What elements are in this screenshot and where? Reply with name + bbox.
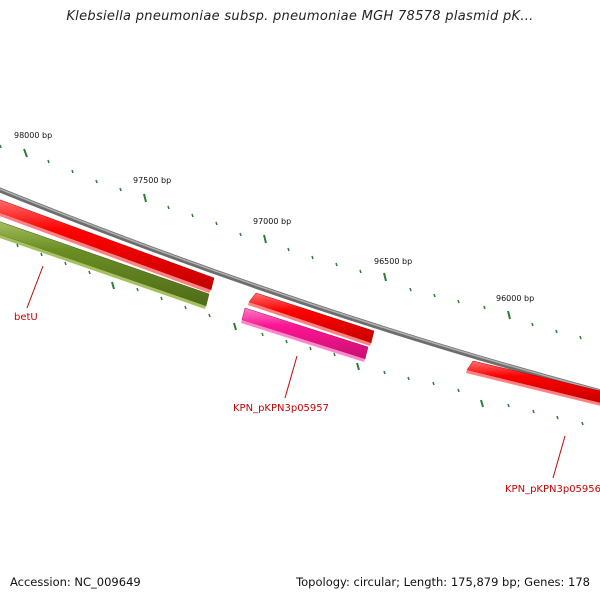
ruler-label-96500: 96500 bp <box>374 257 412 266</box>
gene-betU-feature[interactable] <box>0 220 210 309</box>
ruler-outer-ticks <box>0 144 582 340</box>
gene-KPN_pKPN3p05957-feature[interactable] <box>241 307 369 362</box>
gene-label-KPN_pKPN3p05957[interactable]: KPN_pKPN3p05957 <box>233 403 329 414</box>
ruler-inner-ticks <box>16 243 584 426</box>
ruler-label-98000: 98000 bp <box>14 131 52 140</box>
KPN_pKPN3p05957-leader-line <box>284 355 298 399</box>
KPN_pKPN3p05956-leader-line <box>552 435 566 479</box>
ruler-label-97000: 97000 bp <box>253 217 291 226</box>
gene-label-KPN_pKPN3p05956[interactable]: KPN_pKPN3p05956 <box>505 484 600 495</box>
ruler-label-96000: 96000 bp <box>496 294 534 303</box>
feature-forward-2[interactable] <box>248 292 375 346</box>
accession-text: Accession: NC_009649 <box>10 575 141 589</box>
gene-label-betU[interactable]: betU <box>14 312 38 323</box>
feature-forward-1[interactable] <box>0 198 215 293</box>
map-summary-text: Topology: circular; Length: 175,879 bp; … <box>296 575 590 589</box>
map-title: Klebsiella pneumoniae subsp. pneumoniae … <box>66 9 534 24</box>
betU-leader-line <box>26 265 44 309</box>
backbone <box>0 187 600 395</box>
feature-forward-3[interactable] <box>466 360 600 407</box>
ruler-label-97500: 97500 bp <box>133 176 171 185</box>
